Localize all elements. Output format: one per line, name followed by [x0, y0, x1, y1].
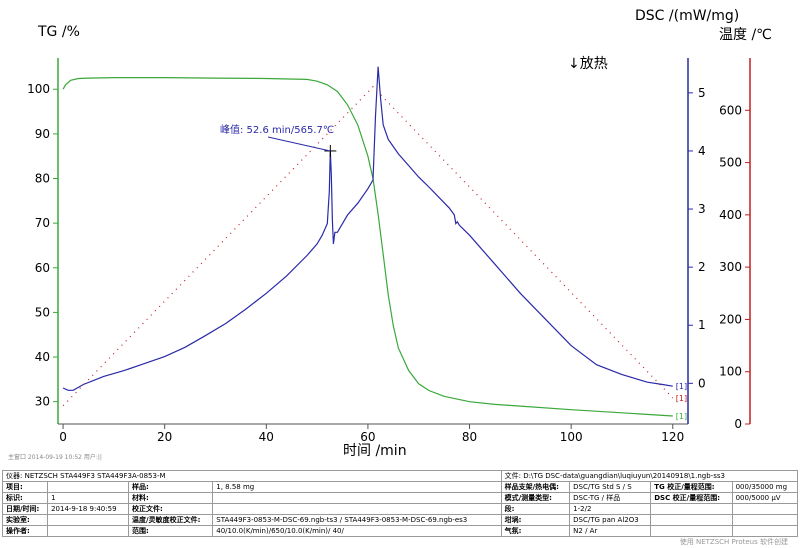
temp-tick-label: 400 [719, 208, 742, 222]
x-tick-label: 0 [59, 430, 67, 444]
temperature-curve-end-label: [1] [676, 394, 687, 403]
x-tick-label: 60 [360, 430, 375, 444]
temp-axis-title: 温度 /℃ [719, 27, 772, 43]
temperature-curve [62, 85, 674, 407]
file-key: 文件: [504, 471, 521, 480]
temp-tick-label: 600 [719, 103, 742, 117]
peak-leader-line [267, 136, 331, 152]
file-value: D:\TG DSC-data\guangdian\luqiuyun\201409… [523, 471, 725, 480]
x-tick-label: 40 [259, 430, 274, 444]
measurement-info-table: 仪器: NETZSCH STA449F3 STA449F3A-0853-M 文件… [1, 470, 799, 537]
tg-tick-label: 70 [35, 216, 50, 230]
instrument-value: NETZSCH STA449F3 STA449F3A-0853-M [24, 471, 166, 480]
temp-tick-label: 500 [719, 156, 742, 170]
window-meta: 主窗口 2014-09-19 10:52 用户:|| [8, 454, 102, 461]
info-row-instrument: 仪器: NETZSCH STA449F3 STA449F3A-0853-M 文件… [2, 470, 799, 482]
tg-tick-label: 30 [35, 395, 50, 409]
x-tick-label: 80 [462, 430, 477, 444]
dsc-tick-label: 0 [698, 376, 706, 390]
tg-curve-end-label: [1] [676, 412, 687, 421]
dsc-tick-label: 4 [698, 144, 706, 158]
temp-tick-label: 100 [719, 365, 742, 379]
info-row: 日期/时间: 2014-9-18 9:40:59 校正文件: 段: 1-2/2 [1, 503, 799, 515]
peak-annotation-label: 峰值: 52.6 min/565.7℃ [220, 123, 334, 136]
tg-axis-title: TG /% [38, 24, 80, 40]
dsc-tick-label: 3 [698, 202, 706, 216]
tg-tick-label: 60 [35, 261, 50, 275]
tg-tick-label: 40 [35, 350, 50, 364]
x-axis-title: 时间 /min [343, 443, 407, 459]
dsc-curve [62, 66, 673, 391]
dsc-tick-label: 1 [698, 318, 706, 332]
temp-tick-label: 300 [719, 260, 742, 274]
info-row: 操作者: 范围: 40/10.0(K/min)/650/10.0(K/min)/ … [1, 525, 799, 537]
x-tick-label: 120 [661, 430, 684, 444]
exo-direction-label: ↓放热 [568, 56, 608, 72]
x-tick-label: 20 [157, 430, 172, 444]
tg-tick-label: 100 [27, 82, 50, 96]
temp-tick-label: 200 [719, 312, 742, 326]
x-tick-label: 100 [560, 430, 583, 444]
tg-curve [62, 76, 673, 417]
tg-tick-label: 80 [35, 172, 50, 186]
instrument-key: 仪器: [6, 471, 23, 480]
dsc-axis-title: DSC /(mW/mg) [635, 8, 740, 24]
dsc-tick-label: 5 [698, 86, 706, 100]
tg-tick-label: 90 [35, 127, 50, 141]
dsc-curve-end-label: [1] [676, 382, 687, 391]
info-row: 实验室: 温度/灵敏度校正文件: STA449F3-0853-M-DSC-69.n… [1, 514, 799, 526]
temp-tick-label: 0 [734, 417, 742, 431]
software-brand: 使用 NETZSCH Proteus 软件创建 [679, 538, 788, 546]
dsc-tick-label: 2 [698, 260, 706, 274]
tg-dsc-chart: 0 20 40 60 80 100 1203040506070809010001234501… [27, 58, 751, 444]
tg-tick-label: 50 [35, 305, 50, 319]
info-row: 标识: 1 材料: 模式/测量类型: DSC-TG / 样品 DSC 校正/量程范围… [1, 492, 799, 504]
info-row: 项目: 样品: 1, 8.58 mg 样品支架/热电偶: DSC/TG Std S … [1, 481, 799, 493]
